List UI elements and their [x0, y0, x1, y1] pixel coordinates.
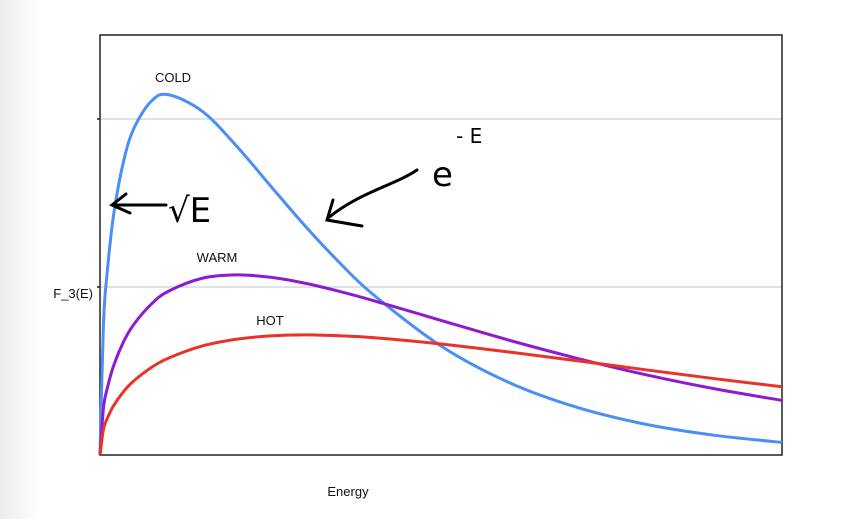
exp-arrow-shaft — [326, 168, 419, 220]
sqrt-annotation — [109, 192, 168, 215]
exp-annotation — [325, 168, 419, 228]
plot-frame — [99, 34, 783, 456]
x-axis-label: Energy — [327, 484, 369, 499]
sqrt-arrow-head — [109, 192, 132, 215]
series-label-hot: HOT — [256, 313, 284, 328]
left-edge-shadow — [0, 0, 40, 519]
exp-annotation-base: e — [432, 155, 453, 195]
exp-arrow-head — [325, 198, 364, 228]
series-line-hot — [98, 333, 783, 456]
series-label-cold: COLD — [155, 70, 191, 85]
exp-annotation-power: - E — [456, 124, 482, 148]
series-label-warm: WARM — [197, 250, 238, 265]
series-group — [98, 92, 783, 456]
series-line-cold — [98, 92, 783, 456]
sqrt-annotation-text: √E — [168, 191, 211, 231]
series-line-warm — [98, 273, 783, 456]
y-axis-label: F_3(E) — [53, 286, 93, 301]
grid — [97, 118, 782, 288]
